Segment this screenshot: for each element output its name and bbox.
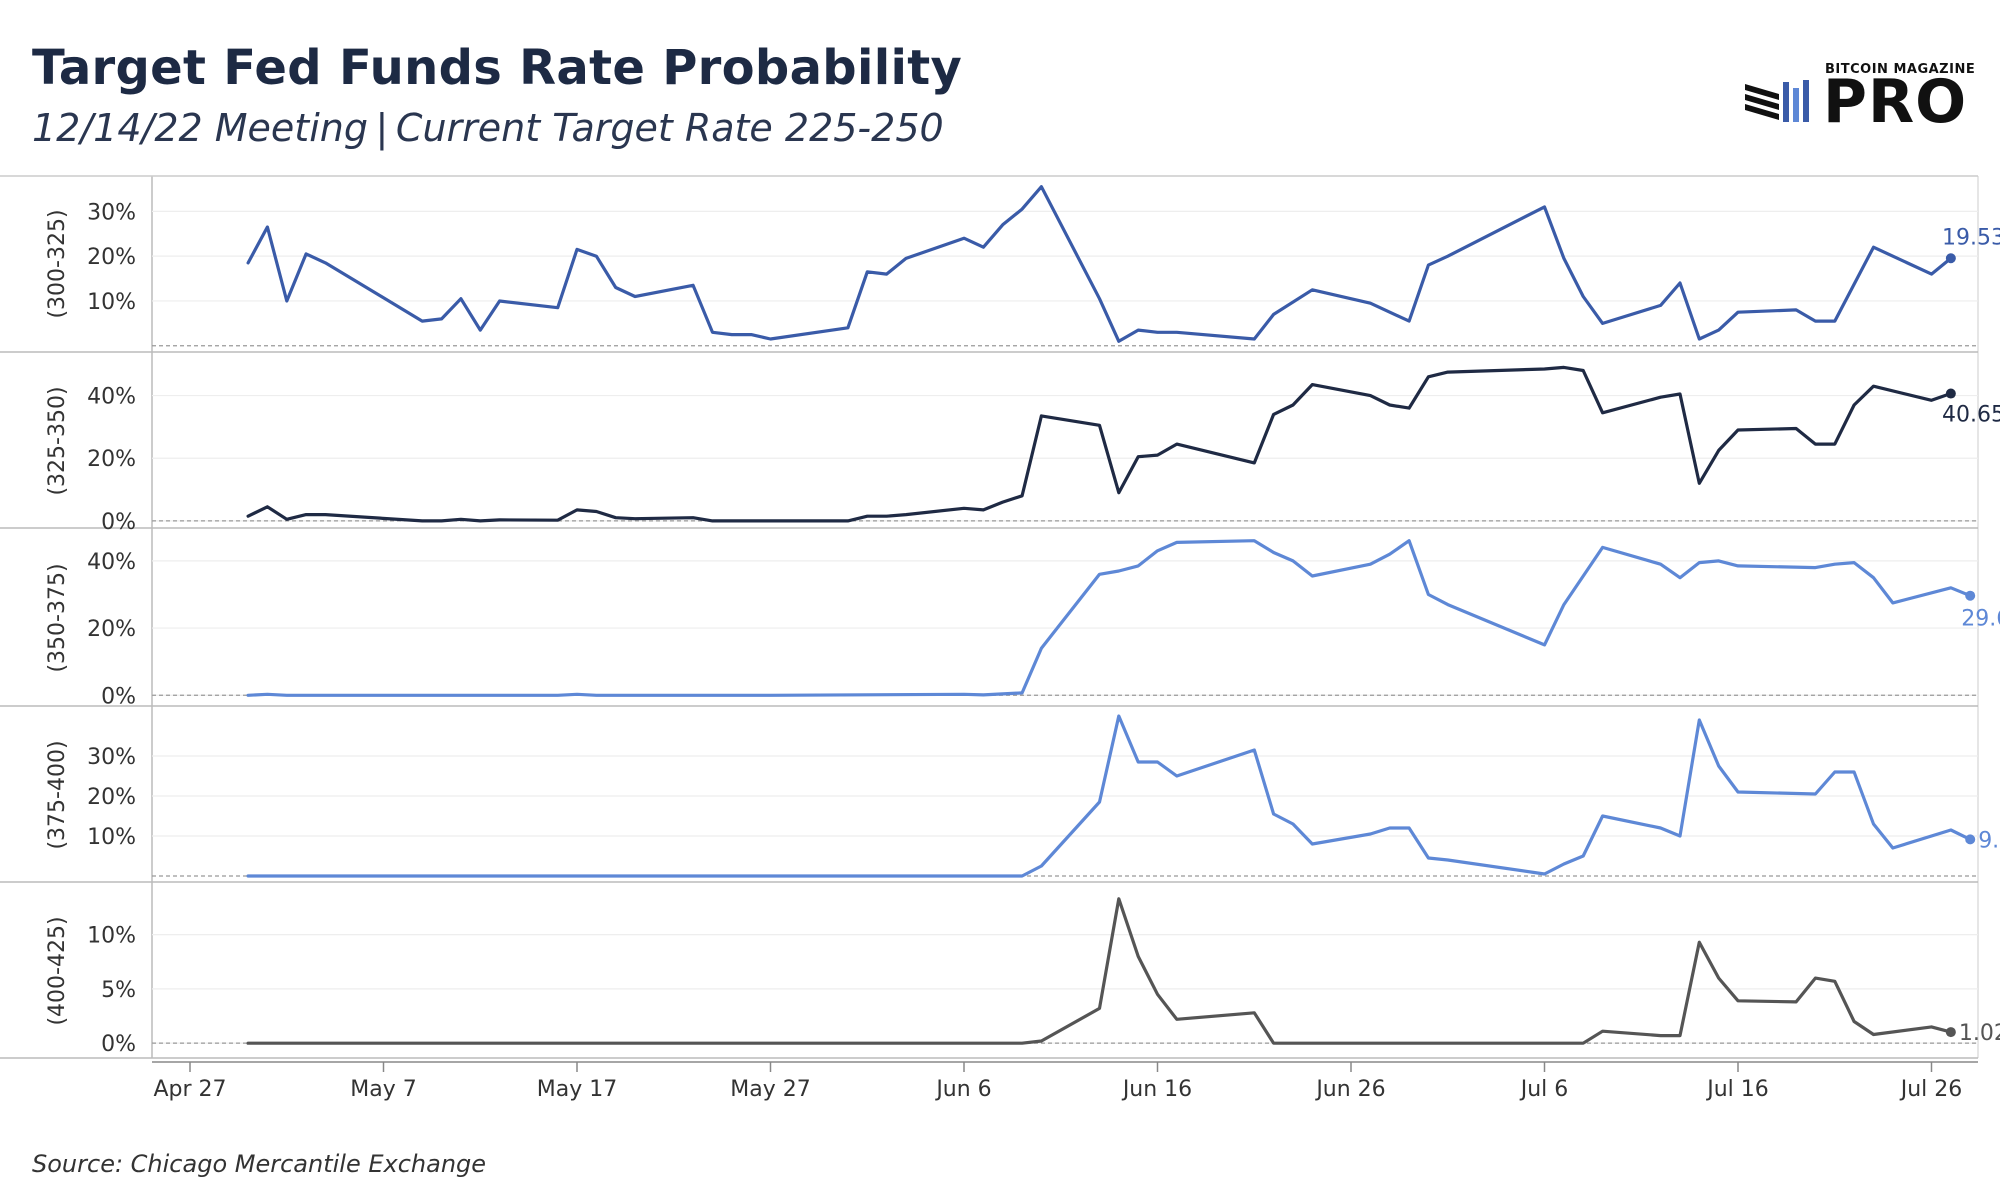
y-tick-label: 5% xyxy=(101,978,136,1003)
y-tick-label: 30% xyxy=(87,200,136,225)
y-tick-label: 0% xyxy=(101,510,136,535)
x-tick-label: Jun 6 xyxy=(934,1077,991,1102)
series-end-label: 19.53% xyxy=(1942,225,2000,250)
series-line xyxy=(246,714,1972,878)
series-line xyxy=(246,185,1953,343)
y-tick-label: 30% xyxy=(87,745,136,770)
x-tick-label: May 7 xyxy=(350,1077,416,1102)
panel-1: 10% 20% 30% (300-325) 19.53% xyxy=(0,185,2000,353)
series-line xyxy=(246,539,1972,697)
chart-subtitle: 12/14/22 Meeting | Current Target Rate 2… xyxy=(32,106,944,150)
x-tick-label: May 27 xyxy=(730,1077,810,1102)
y-tick-label: 10% xyxy=(87,924,136,949)
y-tick-label: 10% xyxy=(87,290,136,315)
x-tick-label: Jun 26 xyxy=(1314,1077,1385,1102)
x-tick-label: Jun 16 xyxy=(1121,1077,1192,1102)
panel-3: 0% 20% 40% (350-375) 29.64% xyxy=(0,539,2000,709)
series-axis-label: (375-400) xyxy=(45,740,70,849)
y-tick-label: 40% xyxy=(87,385,136,410)
x-tick-label: Apr 27 xyxy=(153,1077,226,1102)
series-end-label: 1.02% xyxy=(1959,1021,2000,1046)
panel-5: 0% 5% 10% (400-425) 1.02% xyxy=(0,897,2000,1059)
logo-bars-icon xyxy=(1745,80,1809,122)
x-tick-label: Jul 26 xyxy=(1899,1077,1963,1102)
y-tick-label: 40% xyxy=(87,550,136,575)
series-end-point xyxy=(1965,590,1976,601)
series-axis-label: (300-325) xyxy=(45,209,70,318)
source-note: Source: Chicago Mercantile Exchange xyxy=(32,1150,487,1178)
series-end-point xyxy=(1945,1027,1956,1038)
series-end-label: 40.65% xyxy=(1942,403,2000,428)
x-tick-label: Jul 16 xyxy=(1705,1077,1769,1102)
series-line xyxy=(246,897,1953,1045)
logo-top-text: BITCOIN MAGAZINE xyxy=(1825,62,1976,77)
series-end-point xyxy=(1945,253,1956,264)
series-axis-label: (325-350) xyxy=(45,386,70,495)
series-end-point xyxy=(1945,388,1956,399)
y-tick-label: 20% xyxy=(87,245,136,270)
chart-title: Target Fed Funds Rate Probability xyxy=(32,40,963,96)
y-tick-label: 20% xyxy=(87,785,136,810)
x-tick-label: Jul 6 xyxy=(1519,1077,1569,1102)
x-tick-label: May 17 xyxy=(537,1077,617,1102)
y-tick-label: 10% xyxy=(87,825,136,850)
series-axis-label: (400-425) xyxy=(45,916,70,1025)
y-tick-label: 0% xyxy=(101,1032,136,1057)
series-line xyxy=(246,365,1953,523)
panel-4: 10% 20% 30% (375-400) 9.16% xyxy=(0,714,2000,883)
series-end-label: 9.16% xyxy=(1978,828,2000,853)
series-axis-label: (350-375) xyxy=(45,563,70,672)
logo-main-text: PRO xyxy=(1823,67,1968,137)
series-end-label: 29.64% xyxy=(1961,607,2000,632)
panel-2: 0% 20% 40% (325-350) 40.65% xyxy=(0,365,2000,535)
bitcoin-magazine-pro-logo: BITCOIN MAGAZINE PRO xyxy=(1745,58,1985,133)
series-end-point xyxy=(1965,834,1976,845)
y-tick-label: 20% xyxy=(87,617,136,642)
y-tick-label: 20% xyxy=(87,447,136,472)
y-tick-label: 0% xyxy=(101,684,136,709)
